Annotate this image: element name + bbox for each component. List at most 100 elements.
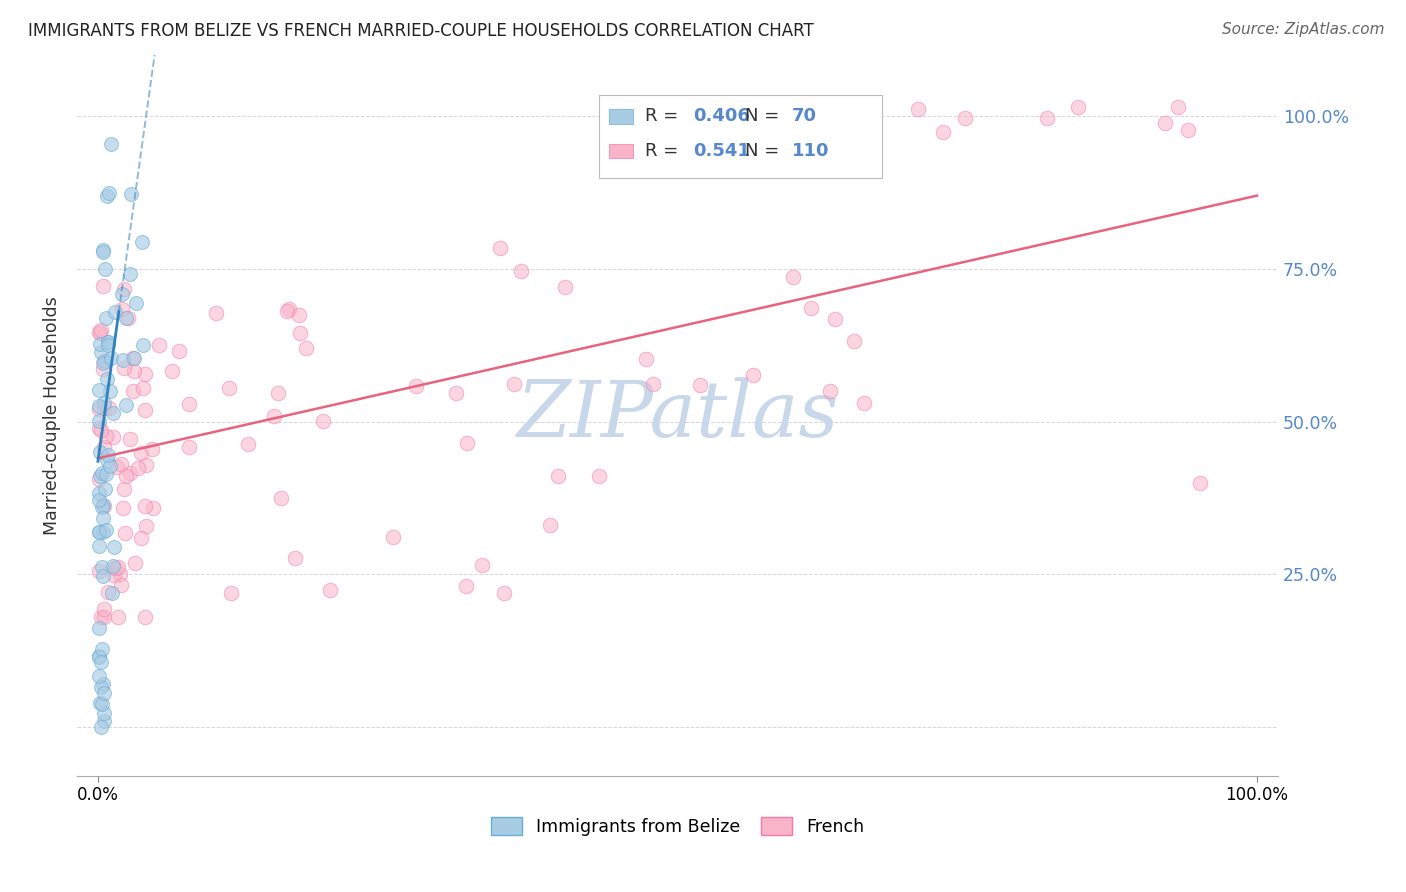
Point (111, 302, 134, 317)
Point (89, 326, 111, 340)
Point (111, 286, 134, 301)
Point (134, 367, 156, 381)
Point (492, 585, 515, 599)
Point (93, 706, 115, 721)
Point (134, 499, 156, 513)
Point (94, 353, 117, 368)
Point (127, 461, 149, 475)
Point (112, 361, 135, 376)
Point (588, 468, 610, 483)
Point (97, 338, 120, 352)
Point (87, 539, 110, 553)
Point (800, 301, 823, 315)
Point (110, 578, 132, 592)
Point (89, 650, 111, 665)
Point (111, 501, 134, 516)
Point (118, 466, 141, 480)
Point (177, 397, 200, 411)
Point (1036, 111, 1059, 125)
Text: ZIPatlas: ZIPatlas (516, 377, 838, 454)
Point (97, 585, 120, 599)
Point (96, 372, 118, 386)
Text: 0.406: 0.406 (693, 107, 749, 126)
Point (103, 541, 125, 555)
Point (91, 569, 114, 583)
Point (93, 355, 115, 369)
Point (93, 401, 115, 415)
Point (90, 610, 112, 624)
FancyBboxPatch shape (599, 95, 882, 178)
Point (288, 308, 311, 322)
Point (1189, 475, 1212, 490)
Point (93, 440, 115, 454)
Point (177, 440, 200, 454)
Point (104, 561, 127, 575)
Point (91, 511, 114, 525)
Point (89, 696, 111, 710)
Point (93, 499, 115, 513)
Point (91, 642, 114, 657)
Point (114, 482, 136, 496)
Point (382, 530, 405, 544)
Point (141, 501, 163, 516)
Text: Source: ZipAtlas.com: Source: ZipAtlas.com (1222, 22, 1385, 37)
Point (101, 406, 124, 420)
Point (87, 399, 110, 413)
Point (134, 610, 156, 624)
Point (90, 344, 112, 359)
Point (105, 459, 128, 474)
Point (101, 429, 124, 443)
Point (270, 491, 292, 505)
Point (134, 403, 156, 417)
Point (288, 326, 311, 340)
Point (89, 337, 111, 351)
Point (89, 469, 111, 483)
Point (122, 351, 145, 365)
Point (842, 334, 865, 348)
Point (205, 305, 228, 319)
Point (641, 377, 664, 392)
Point (135, 458, 157, 472)
Point (160, 364, 183, 378)
Point (103, 568, 125, 582)
Point (98, 186, 121, 200)
Text: IMMIGRANTS FROM BELIZE VS FRENCH MARRIED-COUPLE HOUSEHOLDS CORRELATION CHART: IMMIGRANTS FROM BELIZE VS FRENCH MARRIED… (28, 22, 814, 40)
Point (135, 518, 157, 533)
Point (115, 469, 138, 483)
Point (90, 697, 112, 711)
Point (129, 531, 152, 545)
Point (89, 486, 111, 500)
Point (87, 492, 110, 507)
Point (114, 398, 136, 412)
Point (97, 335, 120, 350)
Point (852, 396, 875, 410)
Point (112, 282, 135, 296)
Point (94, 310, 117, 325)
Point (101, 586, 124, 600)
Point (312, 414, 335, 428)
Point (114, 525, 136, 540)
Point (104, 305, 127, 319)
Point (510, 264, 533, 278)
Point (96, 524, 118, 538)
Point (169, 344, 191, 359)
Point (91, 244, 114, 259)
Point (120, 186, 142, 201)
Point (818, 384, 841, 399)
Point (115, 310, 138, 325)
Point (236, 437, 259, 451)
Point (276, 303, 298, 318)
Point (93, 602, 115, 616)
Point (148, 338, 170, 352)
Point (89, 669, 111, 683)
Point (1177, 123, 1199, 137)
Point (689, 377, 711, 392)
Point (91, 525, 114, 540)
Point (488, 241, 510, 255)
Legend: Immigrants from Belize, French: Immigrants from Belize, French (491, 817, 865, 836)
Point (118, 433, 141, 447)
Point (1153, 116, 1175, 130)
Point (456, 580, 478, 594)
Point (122, 351, 145, 365)
Point (90, 681, 112, 695)
